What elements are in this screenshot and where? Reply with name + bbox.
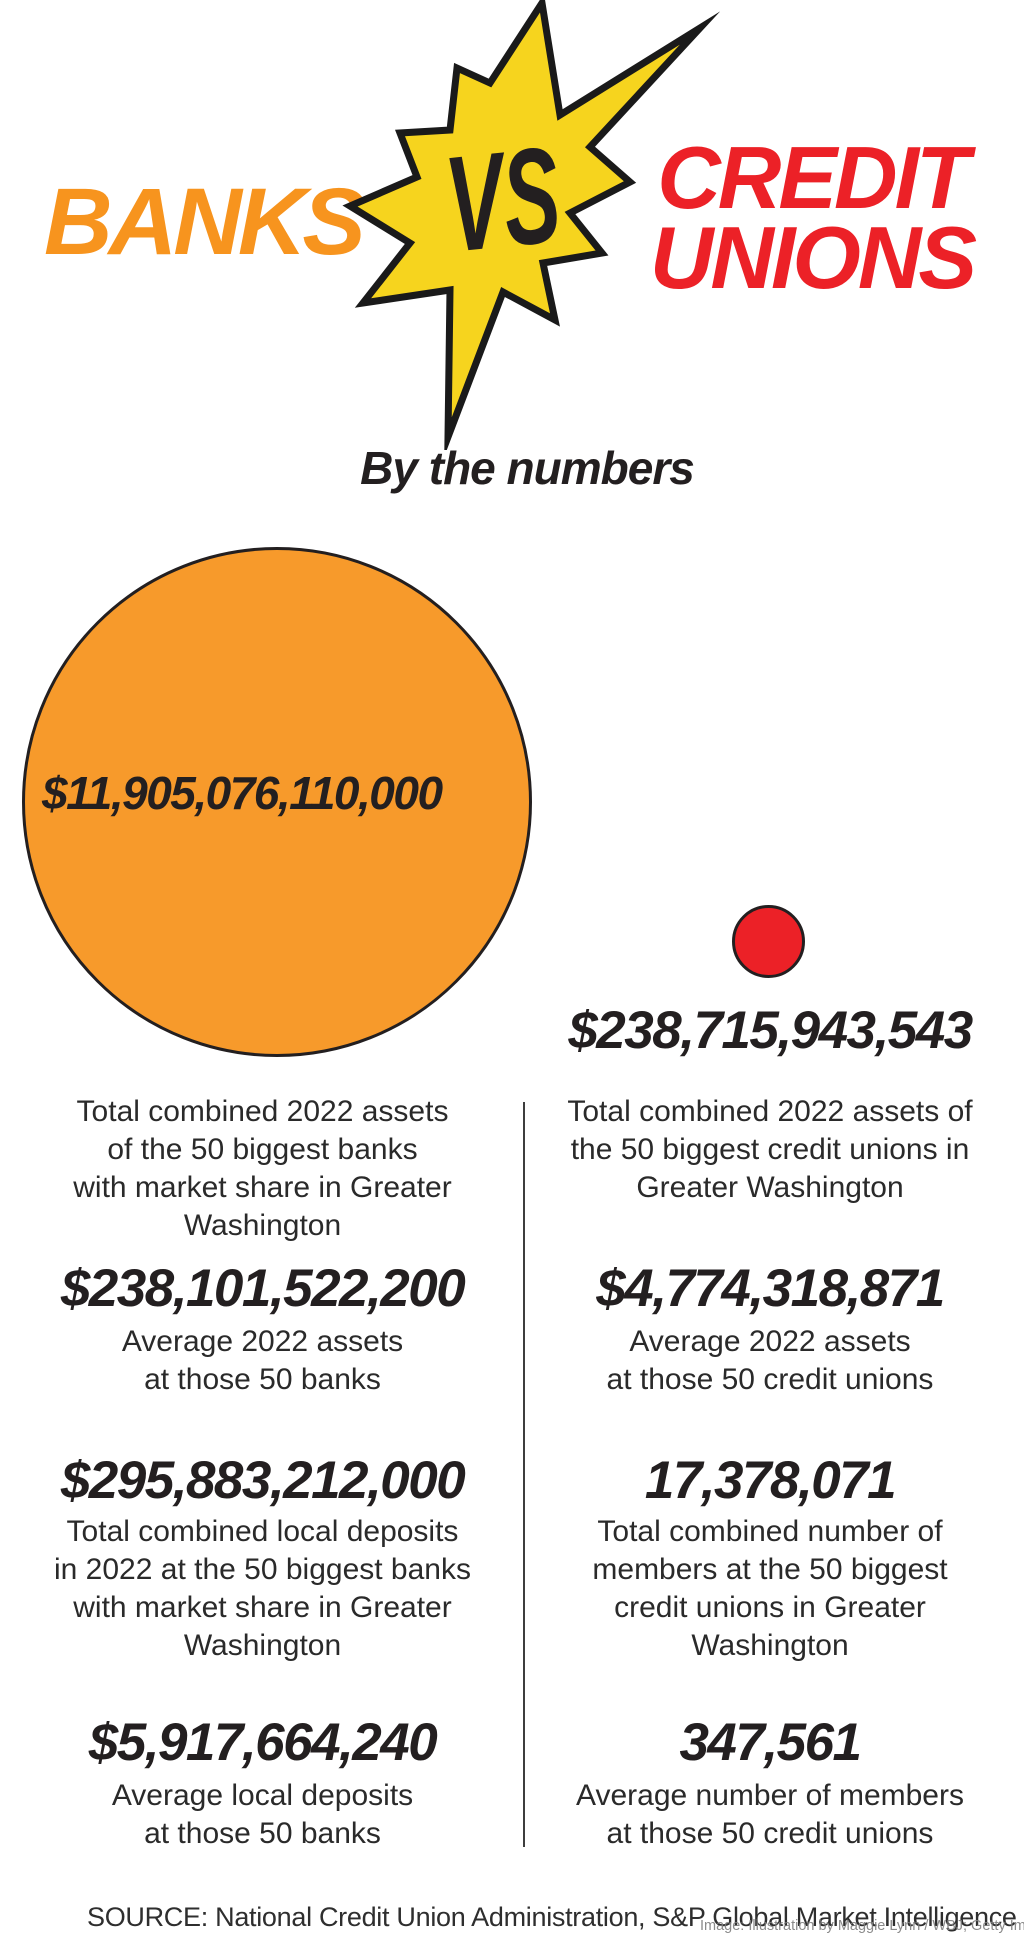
image-credit: Image: Illustration by Maggie Lynn / WBJ…	[700, 1918, 1024, 1934]
credit-unions-assets-bubble	[732, 905, 805, 978]
cu-average-members-value: 347,561	[679, 1713, 862, 1772]
page-subtitle: By the numbers	[360, 442, 695, 494]
banks-total-deposits-label: Total combined local deposits in 2022 at…	[54, 1515, 471, 1662]
banks-assets-bubble	[22, 547, 532, 1057]
column-divider	[523, 1102, 525, 1847]
cu-average-assets-value: $4,774,318,871	[596, 1259, 945, 1318]
credit-unions-title: CREDIT UNIONS	[649, 128, 977, 307]
cu-average-assets-label: Average 2022 assets at those 50 credit u…	[606, 1325, 934, 1396]
banks-total-assets-label: Total combined 2022 assets of the 50 big…	[73, 1095, 452, 1242]
banks-average-assets-label: Average 2022 assets at those 50 banks	[121, 1325, 404, 1396]
banks-average-assets-value: $238,101,522,200	[60, 1259, 466, 1318]
cu-total-members-value: 17,378,071	[644, 1451, 897, 1510]
banks-assets-value: $11,905,076,110,000	[42, 767, 443, 819]
starburst-shape	[342, 0, 721, 450]
banks-average-deposits-label: Average local deposits at those 50 banks	[111, 1779, 414, 1850]
banks-average-deposits-value: $5,917,664,240	[88, 1713, 438, 1772]
cu-total-assets-label: Total combined 2022 assets of the 50 big…	[567, 1095, 973, 1204]
vs-label: VS	[439, 118, 567, 280]
banks-title: BANKS	[44, 169, 366, 275]
vs-starburst-icon: VS	[342, 0, 721, 450]
banks-total-deposits-value: $295,883,212,000	[60, 1451, 466, 1510]
source-attribution: SOURCE: National Credit Union Administra…	[87, 1902, 1017, 1932]
cu-average-members-label: Average number of members at those 50 cr…	[576, 1779, 964, 1850]
cu-total-members-label: Total combined number of members at the …	[592, 1515, 948, 1662]
credit-unions-assets-value: $238,715,943,543	[568, 1001, 973, 1060]
